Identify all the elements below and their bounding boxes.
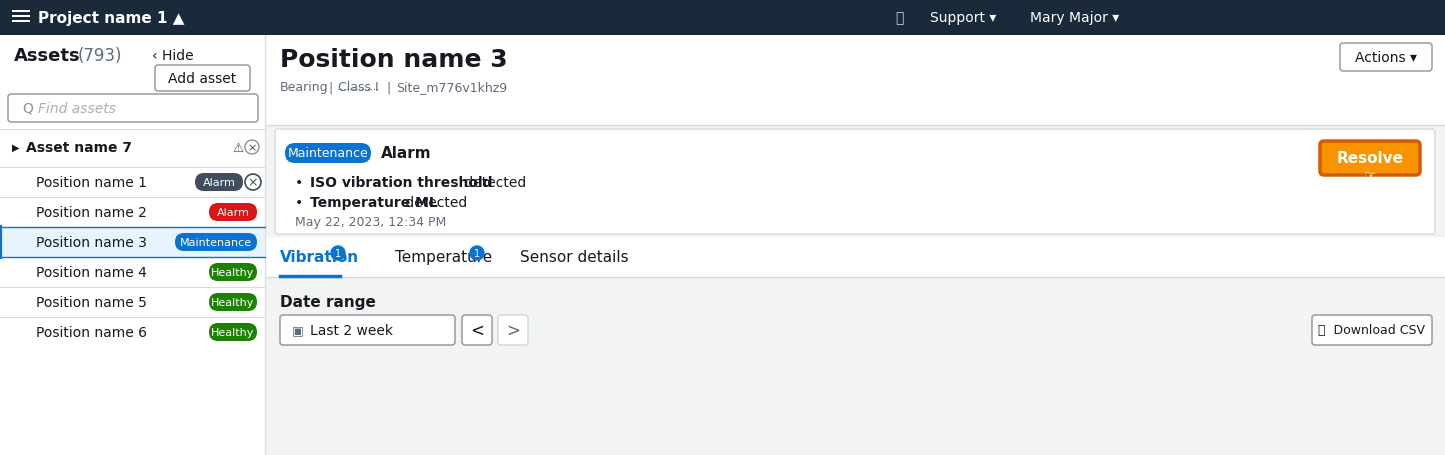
Text: >: > (506, 321, 520, 339)
FancyBboxPatch shape (1312, 315, 1432, 345)
Text: Position name 5: Position name 5 (36, 295, 147, 309)
Text: Alarm: Alarm (381, 146, 432, 161)
FancyBboxPatch shape (12, 21, 30, 23)
FancyBboxPatch shape (1319, 142, 1420, 176)
Text: Date range: Date range (280, 294, 376, 309)
Text: Assets: Assets (14, 47, 81, 65)
Text: ×: × (247, 143, 257, 153)
FancyBboxPatch shape (280, 315, 455, 345)
Text: Healthy: Healthy (211, 327, 254, 337)
Text: ×: × (247, 176, 259, 189)
Text: ▣: ▣ (292, 324, 303, 337)
FancyBboxPatch shape (210, 203, 257, 222)
Circle shape (246, 141, 259, 155)
Text: Position name 6: Position name 6 (36, 325, 147, 339)
Text: Healthy: Healthy (211, 298, 254, 307)
FancyBboxPatch shape (210, 293, 257, 311)
Text: Q: Q (22, 102, 33, 116)
Text: Actions ▾: Actions ▾ (1355, 51, 1418, 65)
Text: ⚠: ⚠ (233, 141, 243, 154)
Text: ISO vibration threshold: ISO vibration threshold (311, 176, 493, 190)
Text: Find assets: Find assets (38, 102, 116, 116)
Text: Temperature: Temperature (394, 250, 493, 265)
FancyBboxPatch shape (264, 36, 1445, 126)
Text: Position name 1: Position name 1 (36, 176, 147, 190)
Text: Healthy: Healthy (211, 268, 254, 278)
FancyBboxPatch shape (462, 315, 491, 345)
FancyBboxPatch shape (175, 233, 257, 252)
Text: May 22, 2023, 12:34 PM: May 22, 2023, 12:34 PM (295, 216, 447, 228)
FancyBboxPatch shape (0, 0, 1445, 36)
FancyBboxPatch shape (264, 283, 1445, 455)
FancyBboxPatch shape (264, 238, 1445, 278)
FancyBboxPatch shape (1340, 44, 1432, 72)
Text: (793): (793) (78, 47, 123, 65)
FancyBboxPatch shape (0, 228, 264, 258)
Text: Position name 4: Position name 4 (36, 265, 147, 279)
FancyBboxPatch shape (155, 66, 250, 92)
Text: Maintenance: Maintenance (181, 238, 251, 248)
Text: <: < (470, 321, 484, 339)
FancyBboxPatch shape (285, 144, 371, 164)
Text: Position name 3: Position name 3 (36, 236, 147, 249)
Text: Asset name 7: Asset name 7 (26, 141, 131, 155)
FancyBboxPatch shape (9, 95, 259, 123)
Text: Bearing: Bearing (280, 81, 328, 94)
Text: •: • (295, 176, 303, 190)
Circle shape (246, 175, 262, 191)
Text: Position name 2: Position name 2 (36, 206, 147, 219)
Text: |: | (386, 81, 390, 94)
Text: detected: detected (460, 176, 526, 190)
Text: Maintenance: Maintenance (288, 147, 368, 160)
FancyBboxPatch shape (195, 174, 243, 192)
Text: ‹ Hide: ‹ Hide (152, 49, 194, 63)
Text: Mary Major ▾: Mary Major ▾ (1030, 11, 1120, 25)
FancyBboxPatch shape (264, 36, 1445, 455)
FancyBboxPatch shape (499, 315, 527, 345)
Text: Last 2 week: Last 2 week (311, 324, 393, 337)
FancyBboxPatch shape (12, 11, 30, 13)
Text: ▶: ▶ (12, 143, 19, 153)
FancyBboxPatch shape (210, 324, 257, 341)
Text: ☞: ☞ (1364, 167, 1376, 182)
Circle shape (470, 247, 484, 260)
FancyBboxPatch shape (0, 36, 264, 455)
Text: Temperature ML: Temperature ML (311, 196, 438, 210)
Text: 1: 1 (474, 248, 480, 258)
Text: Project name 1 ▲: Project name 1 ▲ (38, 10, 185, 25)
Text: 🔔: 🔔 (894, 11, 903, 25)
Text: Vibration: Vibration (280, 250, 360, 265)
FancyBboxPatch shape (210, 263, 257, 281)
Text: Add asset: Add asset (168, 72, 236, 86)
Circle shape (331, 247, 345, 260)
FancyBboxPatch shape (12, 16, 30, 18)
Text: Alarm: Alarm (202, 177, 236, 187)
Text: 1: 1 (335, 248, 341, 258)
Text: Position name 3: Position name 3 (280, 48, 507, 72)
Text: Alarm: Alarm (217, 207, 250, 217)
Text: Resolve: Resolve (1337, 151, 1403, 166)
Text: Support ▾: Support ▾ (931, 11, 997, 25)
Text: Sensor details: Sensor details (520, 250, 629, 265)
FancyBboxPatch shape (275, 130, 1435, 234)
Text: detected: detected (402, 196, 467, 210)
Text: ⤓  Download CSV: ⤓ Download CSV (1318, 324, 1426, 337)
Text: •: • (295, 196, 303, 210)
Text: Class I: Class I (338, 81, 379, 94)
Text: |: | (328, 81, 332, 94)
Text: Site_m776v1khz9: Site_m776v1khz9 (396, 81, 507, 94)
